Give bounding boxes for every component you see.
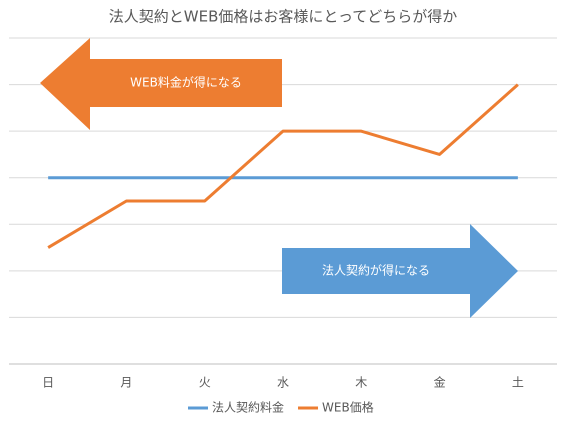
x-tick-label: 日 <box>42 376 54 390</box>
x-tick-label: 土 <box>512 376 524 390</box>
x-tick-label: 月 <box>120 376 132 390</box>
chart-title: 法人契約とWEB価格はお客様にとってどちらが得か <box>109 8 457 26</box>
x-tick-label: 金 <box>434 375 446 390</box>
series-line <box>47 83 519 249</box>
annotation-text: WEB料金が得になる <box>130 75 242 90</box>
x-tick-label: 水 <box>277 376 289 390</box>
annotation-text: 法人契約が得になる <box>322 263 430 278</box>
annotation-arrow <box>282 224 518 318</box>
x-tick-label: 火 <box>199 376 211 390</box>
legend-label: 法人契約料金 <box>212 400 284 415</box>
x-tick-label: 木 <box>355 376 367 390</box>
annotation-arrow <box>40 38 282 130</box>
legend-label: WEB価格 <box>322 400 374 415</box>
